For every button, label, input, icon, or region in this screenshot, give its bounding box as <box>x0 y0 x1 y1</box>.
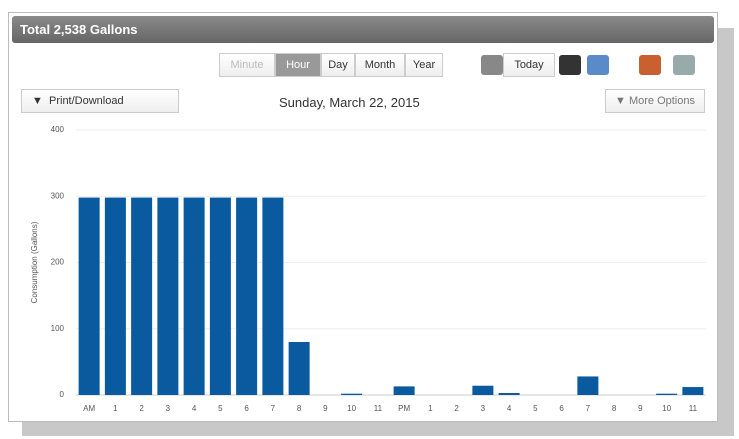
bar <box>157 197 179 395</box>
x-tick-label: 11 <box>689 404 698 413</box>
y-tick-label: 200 <box>51 258 65 267</box>
x-tick-label: 5 <box>218 404 223 413</box>
period-button[interactable]: Day <box>321 53 355 77</box>
bar <box>656 393 678 395</box>
print-button[interactable]: ▼ Print/Download <box>21 89 179 113</box>
bar <box>236 197 258 395</box>
more-options-button[interactable]: ▼ More Options <box>605 89 705 113</box>
x-tick-label: 9 <box>323 404 328 413</box>
y-axis-label: Consumption (Gallons) <box>30 221 39 303</box>
period-button[interactable]: Hour <box>275 53 321 77</box>
bar <box>341 393 363 395</box>
x-tick-label: 4 <box>507 404 512 413</box>
bar <box>577 376 599 395</box>
header-title: Total 2,538 Gallons <box>20 22 138 37</box>
x-tick-label: AM <box>83 404 95 413</box>
x-tick-label: 2 <box>454 404 459 413</box>
period-button[interactable]: Year <box>405 53 443 77</box>
print-label: Print/Download <box>49 95 124 107</box>
y-tick-label: 0 <box>60 390 65 399</box>
y-tick-label: 300 <box>51 191 65 200</box>
x-tick-label: 9 <box>638 404 643 413</box>
bar <box>393 386 415 395</box>
bar <box>104 197 126 395</box>
compare-icon[interactable] <box>587 55 609 75</box>
x-tick-label: 6 <box>244 404 249 413</box>
bar <box>288 342 310 395</box>
next-icon[interactable] <box>559 55 581 75</box>
x-tick-label: 2 <box>139 404 144 413</box>
x-tick-label: 10 <box>347 404 356 413</box>
bar <box>78 197 100 395</box>
x-tick-label: 1 <box>113 404 118 413</box>
help-icon[interactable] <box>673 55 695 75</box>
y-tick-label: 100 <box>51 324 65 333</box>
bar <box>472 385 494 395</box>
x-tick-label: 1 <box>428 404 433 413</box>
alert-icon[interactable] <box>639 55 661 75</box>
period-button[interactable]: Month <box>355 53 405 77</box>
x-tick-label: 8 <box>297 404 302 413</box>
bar <box>183 197 205 395</box>
bar <box>682 387 704 395</box>
x-tick-label: 6 <box>559 404 564 413</box>
x-tick-label: 3 <box>481 404 486 413</box>
x-tick-label: 5 <box>533 404 538 413</box>
date-label: Sunday, March 22, 2015 <box>279 95 420 110</box>
calendar-icon[interactable] <box>481 55 503 75</box>
x-tick-label: PM <box>398 404 410 413</box>
x-tick-label: 7 <box>271 404 276 413</box>
x-tick-label: 11 <box>374 404 383 413</box>
today-button[interactable]: Today <box>503 53 555 77</box>
x-tick-label: 8 <box>612 404 617 413</box>
x-tick-label: 10 <box>662 404 671 413</box>
x-tick-label: 7 <box>586 404 591 413</box>
bar <box>498 393 520 395</box>
bar <box>262 197 284 395</box>
period-button: Minute <box>219 53 275 77</box>
x-tick-label: 4 <box>192 404 197 413</box>
y-tick-label: 400 <box>51 125 65 134</box>
x-tick-label: 3 <box>166 404 171 413</box>
bar <box>209 197 231 395</box>
bar <box>131 197 153 395</box>
more-options-label: More Options <box>628 95 695 107</box>
card: Total 2,538 Gallons Today ▼ Print/Downlo… <box>8 12 718 422</box>
header-bar: Total 2,538 Gallons <box>12 16 714 43</box>
chart: Consumption (Gallons) 0 100 200 300 400 AM 1 2 3 4… <box>30 125 706 413</box>
